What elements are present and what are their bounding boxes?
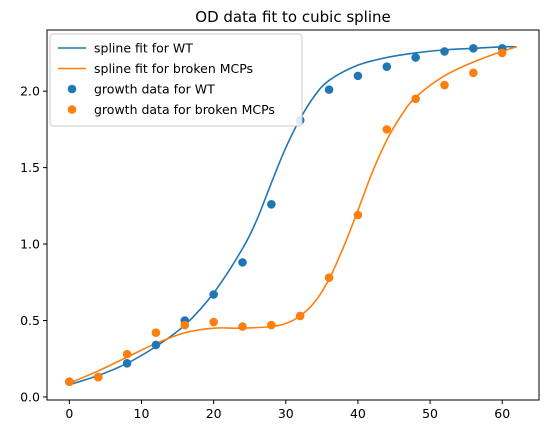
- legend-entry: growth data for WT: [67, 82, 215, 97]
- data-point: [295, 311, 305, 321]
- y-tick-label: 1.0: [20, 237, 40, 252]
- data-point: [151, 340, 161, 350]
- data-point: [324, 85, 334, 94]
- series-line: [69, 46, 517, 384]
- plot-frame: [46, 29, 540, 401]
- legend-entry: growth data for broken MCPs: [67, 102, 275, 117]
- data-point: [353, 71, 363, 81]
- data-point: [440, 80, 449, 90]
- x-tick-label: 30: [278, 406, 294, 421]
- legend-marker-swatch: [67, 105, 77, 114]
- chart-title: OD data fit to cubic spline: [195, 8, 390, 26]
- x-tick-label: 50: [422, 406, 438, 421]
- legend-label: spline fit for WT: [94, 41, 193, 56]
- data-point: [469, 68, 478, 78]
- x-tick-label: 20: [206, 406, 222, 421]
- x-tick-label: 0: [65, 406, 73, 421]
- data-point: [324, 273, 334, 282]
- data-point: [382, 125, 392, 134]
- data-point: [353, 210, 363, 220]
- scatter-series-3: [65, 48, 507, 386]
- data-point: [267, 320, 276, 330]
- data-point: [497, 48, 507, 58]
- data-point: [209, 290, 218, 299]
- data-point: [151, 328, 161, 338]
- legend: spline fit for WT spline fit for broken M…: [49, 33, 303, 127]
- legend-entry: spline fit for broken MCPs: [58, 61, 253, 76]
- data-point: [93, 372, 103, 382]
- plot-area: [46, 29, 540, 401]
- x-tick-label: 60: [494, 406, 510, 421]
- x-axis: 0 10 20 30 40 50 60: [65, 400, 510, 421]
- legend-label: growth data for WT: [94, 82, 215, 97]
- legend-marker-swatch: [67, 84, 77, 94]
- y-axis: 0.0 0.5 1.0 1.5 2.0: [20, 84, 47, 404]
- y-tick-label: 1.5: [20, 160, 40, 175]
- legend-box: [49, 33, 303, 127]
- data-point: [382, 62, 392, 71]
- data-point: [267, 199, 276, 209]
- data-point: [238, 322, 247, 331]
- data-point: [238, 258, 247, 267]
- legend-label: growth data for broken MCPs: [94, 102, 275, 117]
- data-point: [469, 44, 478, 53]
- legend-label: spline fit for broken MCPs: [94, 61, 253, 76]
- y-tick-label: 2.0: [20, 84, 40, 99]
- x-tick-label: 40: [350, 406, 366, 421]
- data-point: [122, 359, 132, 368]
- y-tick-label: 0.5: [20, 313, 40, 328]
- data-point: [209, 317, 218, 327]
- data-point: [180, 320, 190, 330]
- data-point: [65, 377, 74, 386]
- data-point: [122, 349, 132, 359]
- y-tick-label: 0.0: [20, 389, 40, 404]
- data-point: [411, 94, 420, 104]
- legend-entry: spline fit for WT: [58, 41, 193, 56]
- data-point: [411, 53, 420, 62]
- data-point: [440, 47, 449, 56]
- line-series-1: [69, 46, 517, 384]
- x-tick-label: 10: [134, 406, 150, 421]
